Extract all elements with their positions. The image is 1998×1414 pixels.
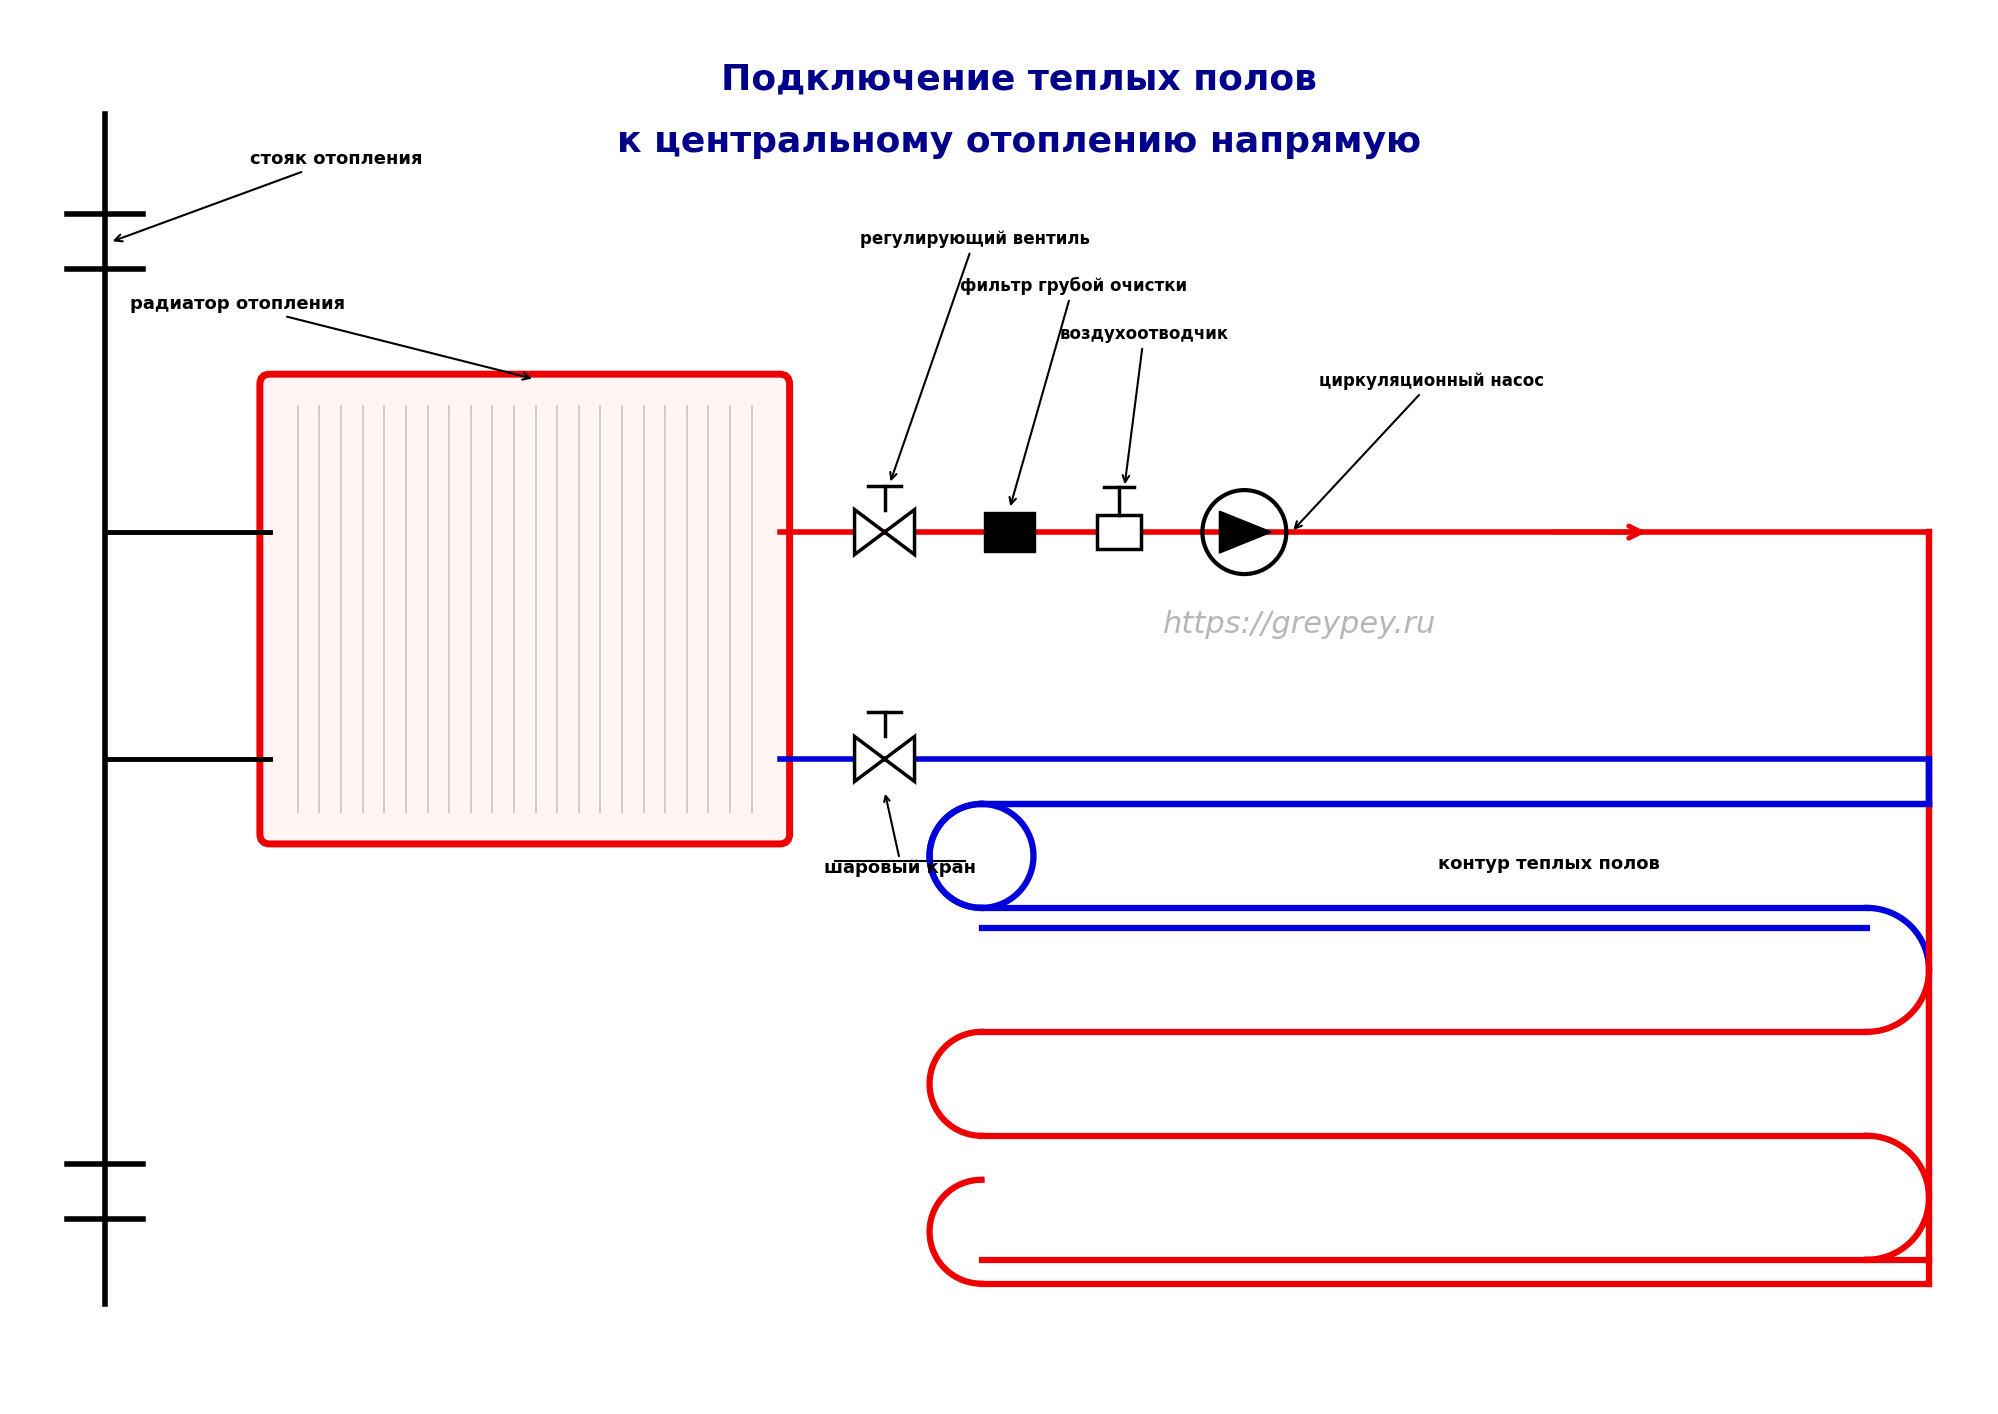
FancyBboxPatch shape [260, 375, 789, 844]
Text: стояк отопления: стояк отопления [114, 150, 422, 242]
Polygon shape [883, 509, 915, 554]
Polygon shape [853, 509, 883, 554]
Text: регулирующий вентиль: регулирующий вентиль [859, 230, 1089, 479]
Polygon shape [853, 737, 883, 782]
Text: фильтр грубой очистки: фильтр грубой очистки [959, 277, 1187, 505]
Bar [983, 512, 1035, 551]
Text: к центральному отоплению напрямую: к центральному отоплению напрямую [617, 126, 1421, 160]
Polygon shape [883, 737, 915, 782]
Text: шаровый кран: шаровый кран [823, 858, 975, 877]
Text: циркуляционный насос: циркуляционный насос [1295, 372, 1544, 529]
Bar [1097, 515, 1141, 549]
Text: радиатор отопления: радиатор отопления [130, 296, 529, 379]
Text: https://greypey.ru: https://greypey.ru [1163, 609, 1435, 639]
Text: воздухоотводчик: воздухоотводчик [1059, 325, 1229, 482]
Text: контур теплых полов: контур теплых полов [1439, 855, 1658, 872]
Text: Подключение теплых полов: Подключение теплых полов [721, 62, 1317, 96]
Polygon shape [1219, 510, 1271, 553]
